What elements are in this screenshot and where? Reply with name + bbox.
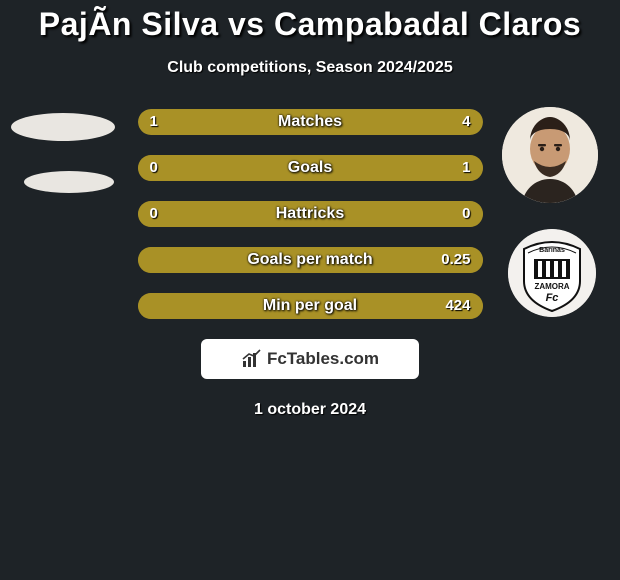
stat-label: Goals [138,155,483,181]
stat-label: Hattricks [138,201,483,227]
club-badge-icon: Barinas ZAMORA Fc [508,229,596,317]
stat-label: Goals per match [138,247,483,273]
right-player-column: Barinas ZAMORA Fc [502,107,602,317]
stat-right-value: 1 [462,155,470,181]
badge-sub-text: Fc [546,292,559,304]
stat-left-value: 1 [150,109,158,135]
player-portrait-icon [502,107,598,203]
badge-top-text: Barinas [539,247,565,254]
stat-row: Hattricks0 0 [138,201,483,227]
subtitle: Club competitions, Season 2024/2025 [0,59,620,77]
stat-label: Matches [138,109,483,135]
comparison-panel: Barinas ZAMORA Fc Matches14Goals01Hattri… [0,107,620,419]
brand-chart-icon [241,348,263,370]
date-text: 1 october 2024 [0,401,620,419]
stat-right-value: 424 [445,293,470,319]
stat-label: Min per goal [138,293,483,319]
left-club-badge-placeholder [24,171,114,193]
brand-box: FcTables.com [201,339,419,379]
left-player-avatar-placeholder [11,113,115,141]
page-title: PajÃn Silva vs Campabadal Claros [0,0,620,43]
stat-row: Goals per match0.25 [138,247,483,273]
stat-right-value: 4 [462,109,470,135]
left-player-column [8,107,118,193]
stat-left-value: 0 [150,201,158,227]
stat-row: Matches1 4 [138,109,483,135]
stat-left-value: 0 [150,155,158,181]
right-player-avatar [502,107,598,203]
stat-row: Goals0 1 [138,155,483,181]
stat-bars: Matches14Goals01Hattricks00Goals per mat… [138,107,483,319]
right-club-badge: Barinas ZAMORA Fc [508,229,596,317]
stat-right-value: 0.25 [441,247,470,273]
stat-row: Min per goal424 [138,293,483,319]
brand-text: FcTables.com [267,349,379,369]
badge-name-text: ZAMORA [534,282,569,291]
stat-right-value: 0 [462,201,470,227]
